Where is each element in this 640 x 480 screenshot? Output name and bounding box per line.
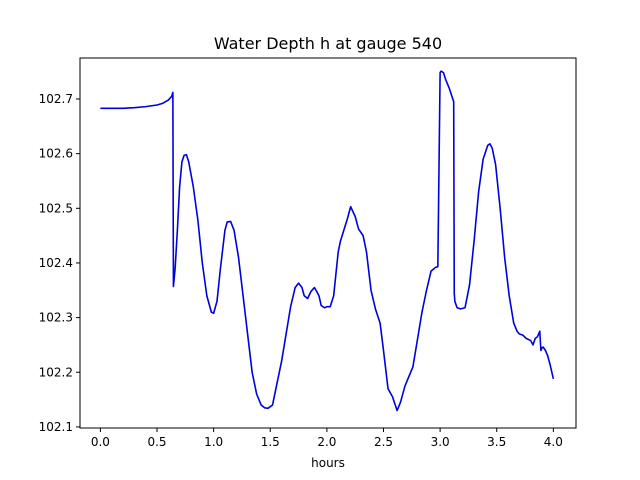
y-tick-label: 102.3 [39,311,73,325]
x-tick-label: 4.0 [544,435,563,449]
x-axis-label: hours [311,456,345,470]
y-tick-label: 102.7 [39,92,73,106]
y-tick-label: 102.2 [39,365,73,379]
y-tick-label: 102.1 [39,420,73,434]
x-tick-label: 2.5 [374,435,393,449]
x-tick-label: 1.0 [204,435,223,449]
x-tick-label: 0.5 [147,435,166,449]
y-tick-label: 102.4 [39,256,73,270]
x-tick-label: 3.5 [487,435,506,449]
series-line [100,70,555,412]
y-tick-label: 102.5 [39,201,73,215]
x-tick-label: 1.5 [261,435,280,449]
plot-frame [79,57,577,429]
chart-title: Water Depth h at gauge 540 [214,34,442,53]
y-axis: 102.1 102.2 102.3 102.4 102.5 102.6 102.7 [39,92,80,434]
x-tick-label: 0.0 [91,435,110,449]
plot-area [79,57,577,429]
x-axis: 0.0 0.5 1.0 1.5 2.0 2.5 3.0 3.5 4.0 [91,428,563,449]
y-tick-label: 102.6 [39,147,73,161]
x-tick-label: 3.0 [431,435,450,449]
x-tick-label: 2.0 [317,435,336,449]
